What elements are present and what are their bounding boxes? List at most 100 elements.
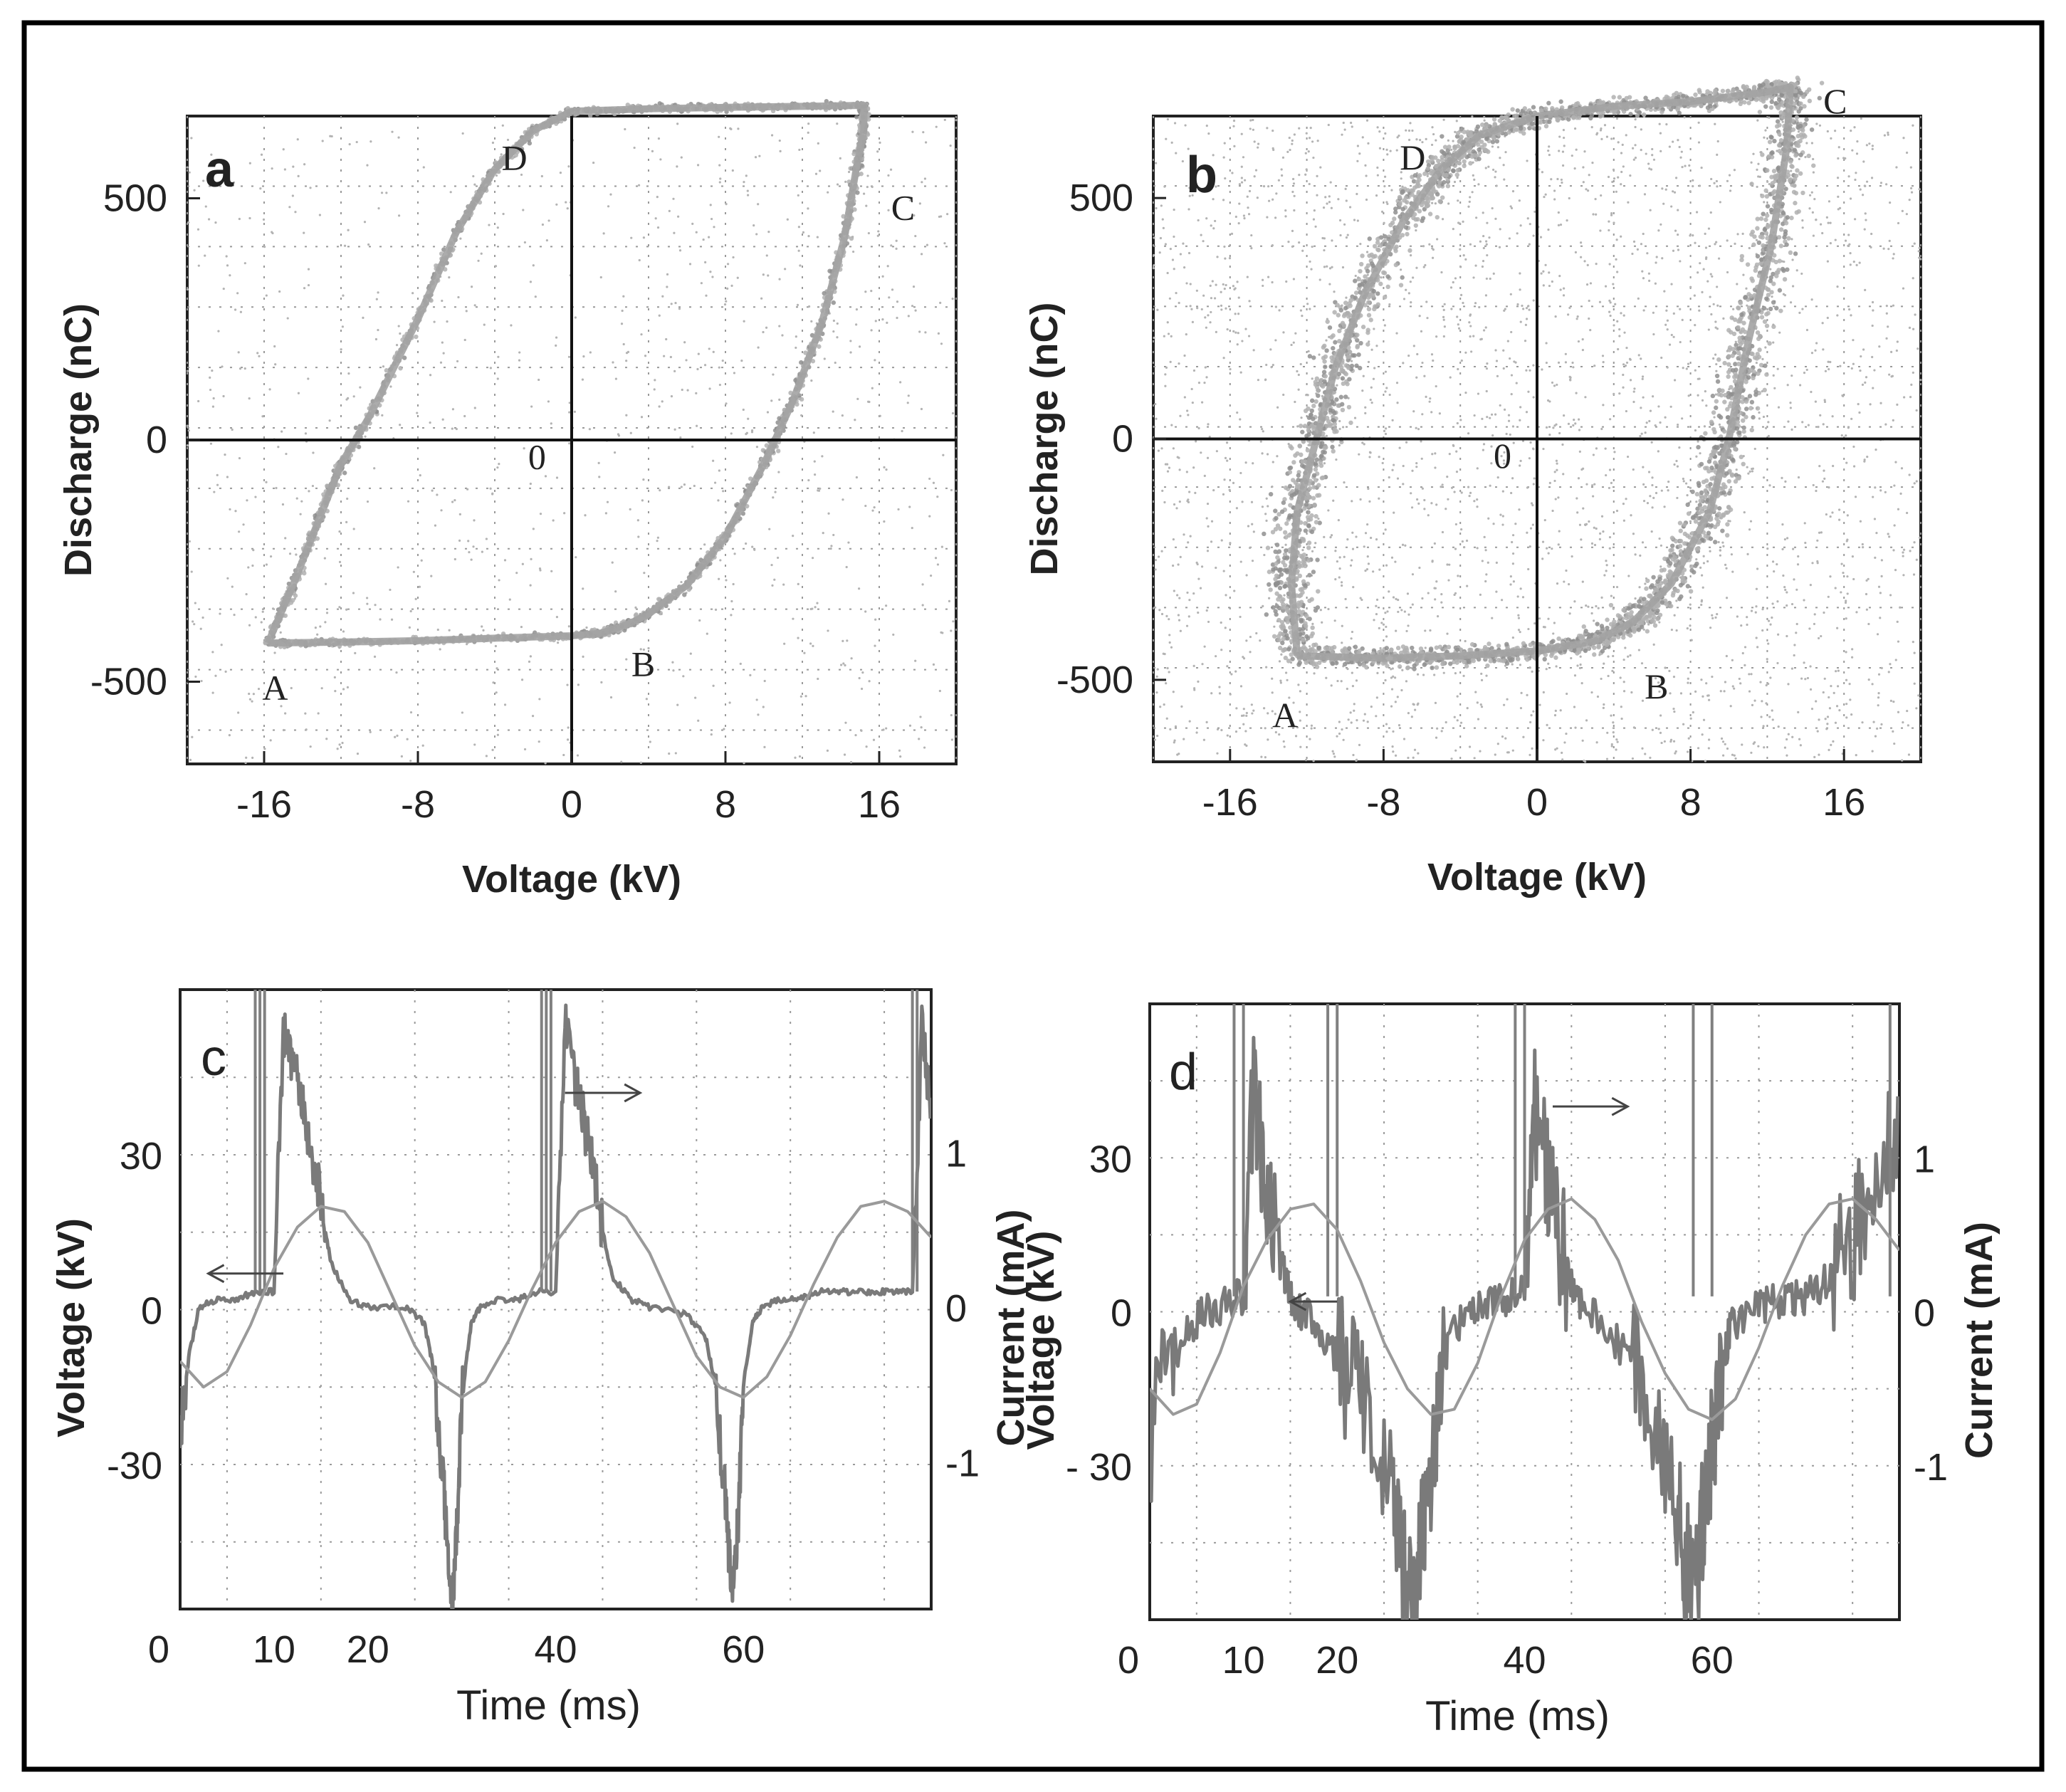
noise-point <box>913 214 916 217</box>
noise-point <box>1655 491 1658 495</box>
noise-point <box>1312 218 1316 221</box>
noise-point <box>1332 753 1336 755</box>
noise-point <box>1327 123 1330 127</box>
noise-point <box>1353 709 1356 712</box>
noise-point <box>1887 533 1889 535</box>
noise-point <box>772 373 775 376</box>
noise-point <box>1224 456 1227 459</box>
noise-point <box>224 670 227 673</box>
noise-point <box>434 524 437 527</box>
noise-point <box>439 361 443 364</box>
noise-point <box>1405 629 1408 633</box>
noise-point <box>1489 484 1491 487</box>
noise-point <box>1342 738 1345 741</box>
noise-point <box>1750 161 1753 164</box>
noise-point <box>1163 501 1166 504</box>
noise-point <box>1832 464 1835 468</box>
noise-point <box>1482 211 1484 214</box>
noise-point <box>1271 485 1274 488</box>
noise-point <box>1338 427 1341 431</box>
noise-point <box>280 430 283 433</box>
noise-point <box>1499 513 1502 516</box>
noise-point <box>1442 671 1445 674</box>
noise-point <box>1517 614 1520 617</box>
noise-point <box>1862 545 1865 549</box>
noise-point <box>1343 128 1346 131</box>
noise-point <box>1787 733 1790 735</box>
noise-point <box>291 194 294 197</box>
noise-point <box>1271 364 1274 367</box>
noise-point <box>1479 750 1482 753</box>
noise-point <box>950 713 953 717</box>
noise-point <box>585 626 588 629</box>
noise-point <box>254 616 257 619</box>
noise-point <box>1338 576 1341 579</box>
noise-point <box>1239 685 1243 688</box>
noise-point <box>739 662 742 665</box>
noise-point <box>461 132 464 135</box>
noise-point <box>1907 753 1911 756</box>
noise-point <box>256 352 259 355</box>
noise-point <box>892 633 895 636</box>
noise-point <box>1880 723 1883 725</box>
noise-point <box>673 370 676 372</box>
noise-point <box>356 753 360 755</box>
noise-point <box>473 519 476 522</box>
noise-point <box>1338 567 1341 570</box>
noise-point <box>567 625 570 628</box>
noise-point <box>1457 327 1461 330</box>
noise-point <box>1349 121 1353 125</box>
noise-point <box>406 738 409 740</box>
noise-point <box>757 346 760 349</box>
noise-point <box>1589 329 1592 332</box>
noise-point <box>920 407 923 411</box>
noise-point <box>461 711 463 714</box>
noise-point <box>1361 389 1364 392</box>
noise-point <box>1532 234 1535 237</box>
noise-point <box>538 567 542 570</box>
noise-point <box>1769 623 1772 626</box>
noise-point <box>1711 614 1714 617</box>
noise-point <box>786 218 789 221</box>
noise-point <box>1341 624 1343 627</box>
noise-point <box>1632 726 1635 729</box>
noise-point <box>1161 489 1164 492</box>
noise-point <box>1600 596 1603 599</box>
noise-point <box>1573 127 1577 130</box>
noise-point <box>1525 411 1528 414</box>
noise-point <box>777 556 780 560</box>
noise-point <box>1698 309 1701 312</box>
noise-point <box>1372 377 1375 380</box>
noise-point <box>1390 688 1394 691</box>
noise-point <box>845 565 848 569</box>
noise-point <box>784 268 787 271</box>
noise-point <box>1200 451 1202 454</box>
noise-point <box>1763 136 1766 139</box>
noise-point <box>1305 394 1308 397</box>
noise-point <box>1435 736 1438 739</box>
noise-point <box>758 154 761 157</box>
noise-point <box>463 338 466 342</box>
noise-point <box>528 660 531 663</box>
noise-point <box>1726 239 1729 242</box>
noise-point <box>1620 706 1622 708</box>
noise-point <box>1267 505 1269 508</box>
noise-point <box>885 727 888 730</box>
noise-point <box>1262 185 1266 188</box>
noise-point <box>582 355 585 358</box>
noise-point <box>1550 178 1553 181</box>
noise-point <box>1545 342 1548 345</box>
noise-point <box>1311 245 1313 248</box>
noise-point <box>1673 614 1676 617</box>
noise-point <box>477 259 480 262</box>
noise-point <box>1818 753 1820 756</box>
noise-point <box>713 226 715 229</box>
noise-point <box>1363 545 1365 548</box>
noise-point <box>666 273 669 276</box>
noise-point <box>1224 627 1227 629</box>
noise-point <box>1556 582 1559 585</box>
noise-point <box>342 630 345 633</box>
noise-point <box>1731 685 1734 688</box>
noise-point <box>309 745 312 748</box>
noise-point <box>1323 556 1326 559</box>
